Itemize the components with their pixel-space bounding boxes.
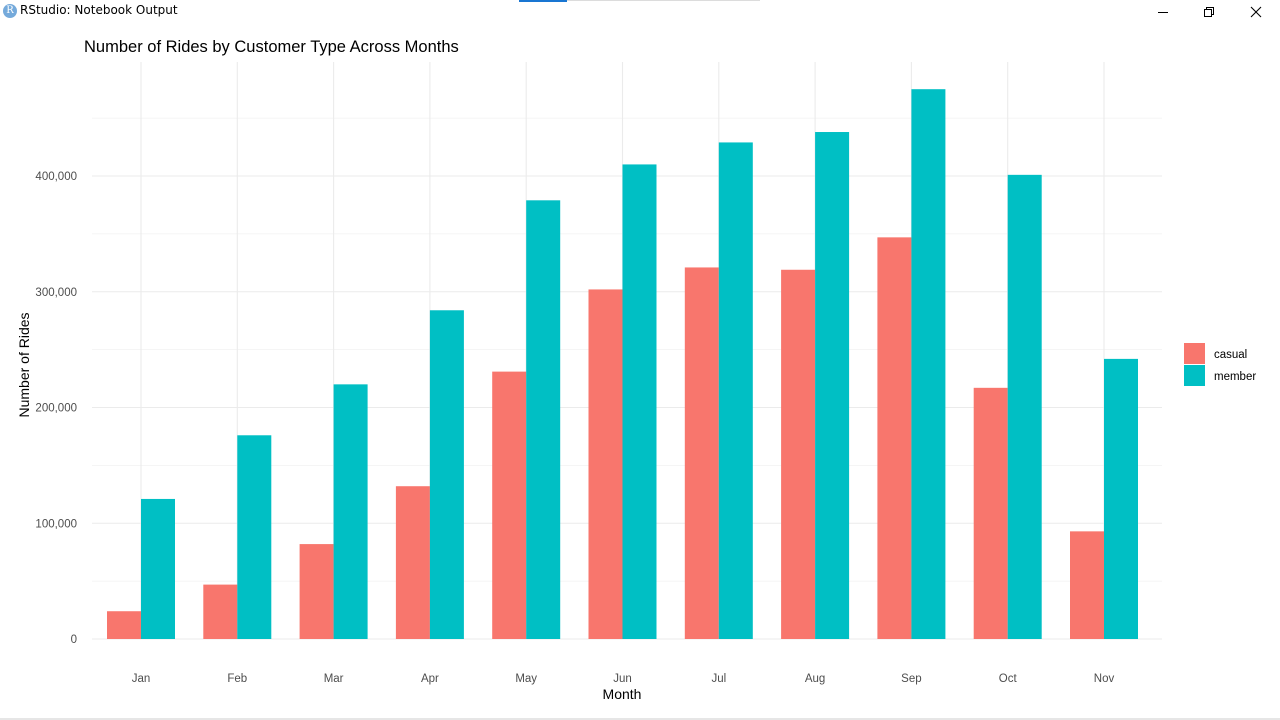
legend-swatch-member — [1184, 365, 1205, 386]
x-tick-label: Nov — [1094, 673, 1115, 685]
bar-member-aug — [815, 132, 850, 639]
bar-casual-jul — [684, 267, 719, 639]
bar-casual-jun — [588, 289, 623, 639]
x-tick-label: Mar — [324, 673, 344, 685]
y-tick-label: 300,000 — [35, 287, 77, 299]
y-tick-label: 0 — [71, 634, 77, 646]
y-axis-ticks: 0 100,000 200,000 300,000 400,000 — [35, 171, 77, 646]
x-tick-label: Jun — [613, 673, 632, 685]
r-app-icon: R — [3, 4, 17, 18]
legend-label-casual: casual — [1214, 349, 1247, 361]
x-tick-label: Apr — [421, 673, 439, 685]
x-tick-label: Feb — [227, 673, 247, 685]
bar-member-nov — [1104, 358, 1138, 639]
title-progress-track — [567, 0, 760, 1]
minimize-button[interactable] — [1140, 0, 1186, 24]
bar-casual-mar — [299, 544, 334, 639]
bar-member-jul — [718, 142, 753, 639]
bar-member-jan — [141, 498, 175, 639]
bar-member-apr — [429, 310, 464, 639]
x-tick-label: Aug — [805, 673, 825, 685]
y-tick-label: 200,000 — [35, 403, 77, 415]
bar-casual-oct — [973, 387, 1008, 639]
x-tick-label: Oct — [999, 673, 1018, 685]
legend-swatch-casual — [1184, 343, 1205, 364]
minimize-icon — [1158, 12, 1168, 13]
window-title: RStudio: Notebook Output — [20, 3, 178, 17]
x-axis-label: Month — [603, 686, 642, 702]
title-bar[interactable]: R RStudio: Notebook Output — [0, 0, 1280, 24]
bar-casual-aug — [781, 269, 816, 639]
bars — [107, 89, 1138, 640]
x-tick-label: Jan — [132, 673, 151, 685]
bar-casual-nov — [1070, 531, 1104, 639]
y-tick-label: 400,000 — [35, 171, 77, 183]
close-button[interactable] — [1233, 0, 1279, 24]
window-bottom-edge — [0, 718, 1280, 720]
x-tick-label: Jul — [711, 673, 726, 685]
y-tick-label: 100,000 — [35, 518, 77, 530]
restore-icon — [1204, 7, 1214, 17]
bar-member-sep — [911, 89, 946, 639]
bar-casual-feb — [203, 584, 238, 639]
x-axis-ticks: Jan Feb Mar Apr May Jun Jul Aug Sep Oct Nov — [132, 673, 1115, 685]
chart-title: Number of Rides by Customer Type Across … — [84, 38, 459, 56]
bar-casual-jan — [107, 611, 141, 639]
x-tick-label: Sep — [901, 673, 921, 685]
legend-label-member: member — [1214, 371, 1256, 383]
bar-member-oct — [1007, 174, 1042, 639]
restore-button[interactable] — [1186, 0, 1232, 24]
bar-member-mar — [333, 384, 368, 639]
title-progress-accent — [519, 0, 567, 2]
bar-member-may — [526, 200, 561, 639]
bar-casual-sep — [877, 237, 912, 639]
close-icon — [1250, 6, 1262, 18]
bar-casual-apr — [395, 486, 430, 639]
x-tick-label: May — [515, 673, 537, 685]
y-axis-label: Number of Rides — [16, 312, 32, 417]
bar-member-feb — [237, 435, 272, 639]
bar-member-jun — [622, 164, 657, 640]
legend: casual member — [1184, 343, 1256, 386]
bar-casual-may — [492, 371, 527, 639]
